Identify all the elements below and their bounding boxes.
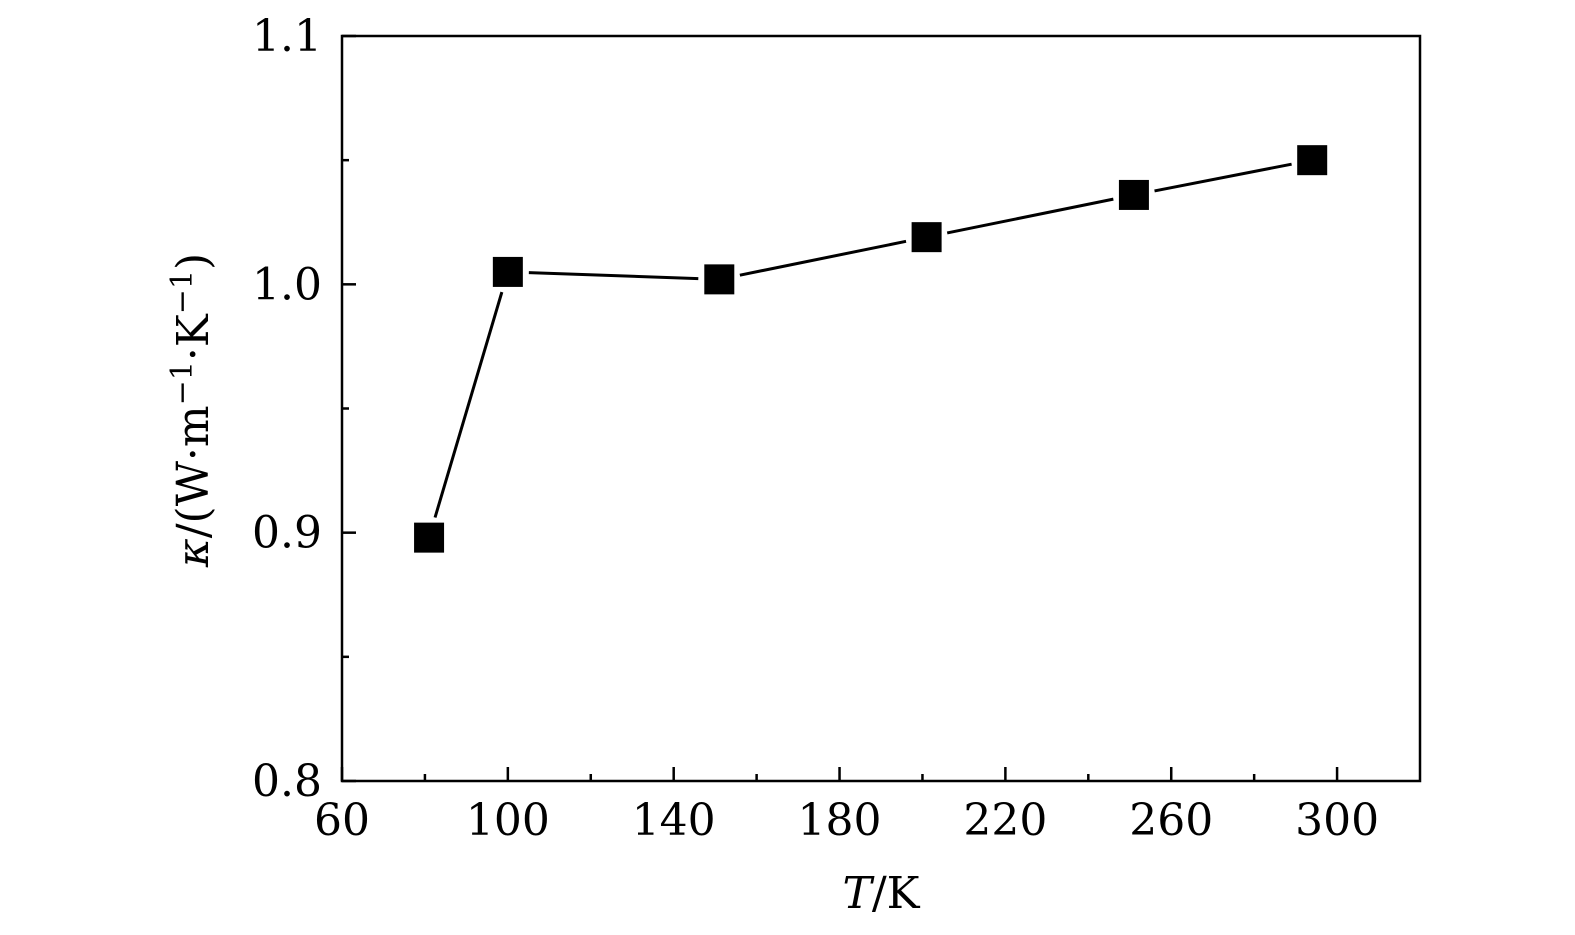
y-axis-ticks xyxy=(342,34,356,783)
x-tick-label: 220 xyxy=(963,795,1047,846)
x-axis-tick-labels: 60 100 140 180 220 260 300 xyxy=(314,795,1379,846)
x-tick-label: 140 xyxy=(632,795,716,846)
x-axis-ticks xyxy=(340,767,1339,781)
y-axis-tick-labels: 0.8 0.9 1.0 1.1 xyxy=(252,11,322,807)
x-tick-label: 100 xyxy=(466,795,550,846)
series-markers xyxy=(414,145,1328,553)
y-axis-unit-suffix: ) xyxy=(168,253,219,270)
x-axis-unit: /K xyxy=(872,868,921,919)
x-tick-label: 180 xyxy=(798,795,882,846)
data-point-marker xyxy=(492,256,523,287)
x-tick-label: 260 xyxy=(1129,795,1213,846)
series-segment xyxy=(946,197,1114,235)
data-point-marker xyxy=(911,222,942,253)
series-segment xyxy=(433,291,504,518)
data-point-marker xyxy=(1297,145,1328,176)
data-point-marker xyxy=(414,522,445,553)
y-tick-label: 1.0 xyxy=(252,259,322,310)
y-axis-unit-mid: ·K xyxy=(168,313,219,361)
series-segment xyxy=(528,271,699,281)
y-tick-label: 0.9 xyxy=(252,508,322,559)
y-tick-label: 0.8 xyxy=(252,756,322,807)
x-axis-symbol: T xyxy=(842,868,875,919)
plot-frame xyxy=(340,34,1422,783)
y-tick-label: 1.1 xyxy=(252,11,322,62)
y-axis-title: κ/(W·m−1·K−1) xyxy=(165,253,219,568)
series-segment xyxy=(739,239,907,277)
y-axis-exponent-2: −1 xyxy=(165,270,200,314)
x-axis-title: T/K xyxy=(842,868,920,919)
y-axis-symbol: κ xyxy=(168,538,219,568)
y-axis-exponent-1: −1 xyxy=(165,361,200,405)
x-tick-label: 60 xyxy=(314,795,370,846)
y-axis-unit-prefix: /(W·m xyxy=(168,405,219,538)
data-point-marker xyxy=(1118,179,1149,210)
series-line-segments xyxy=(433,162,1292,518)
data-point-marker xyxy=(704,264,735,295)
series-segment xyxy=(1154,162,1292,193)
x-tick-label: 300 xyxy=(1295,795,1379,846)
